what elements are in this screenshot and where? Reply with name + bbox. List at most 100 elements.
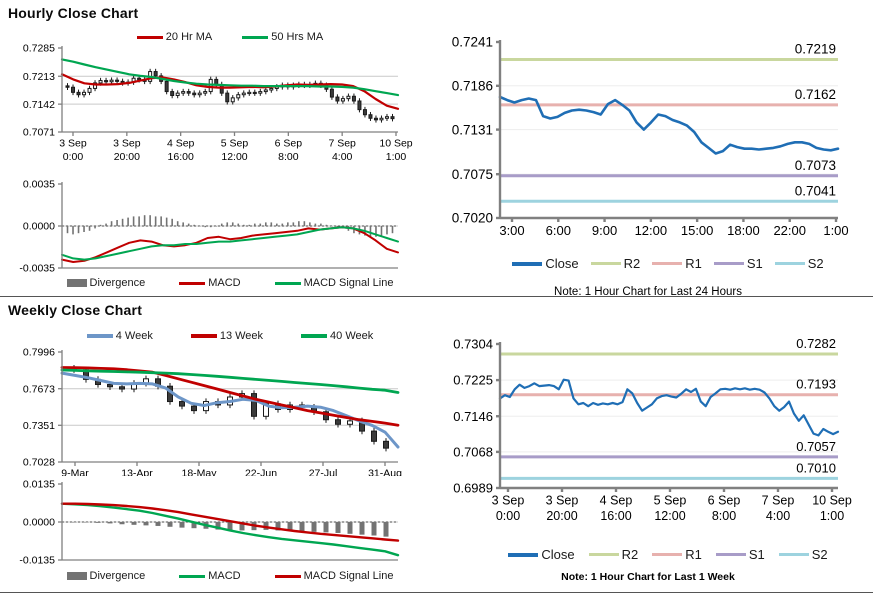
- svg-text:3 Sep: 3 Sep: [59, 138, 87, 150]
- legend-item-r1: R1: [652, 547, 702, 562]
- svg-text:12:00: 12:00: [635, 223, 668, 238]
- legend-item-s1: S1: [715, 547, 765, 562]
- section-divider: [0, 296, 873, 297]
- svg-text:15:00: 15:00: [681, 223, 714, 238]
- legend-label: 13 Week: [219, 330, 264, 342]
- hourly-section-title: Hourly Close Chart: [8, 5, 139, 21]
- svg-text:5 Sep: 5 Sep: [654, 494, 687, 508]
- legend-swatch-icon: [512, 261, 543, 266]
- svg-text:13-Apr: 13-Apr: [121, 468, 153, 477]
- svg-text:18-May: 18-May: [181, 468, 217, 477]
- svg-text:3 Sep: 3 Sep: [492, 494, 525, 508]
- svg-text:0.7225: 0.7225: [453, 373, 493, 388]
- legend-swatch-icon: [179, 574, 206, 578]
- svg-text:4 Sep: 4 Sep: [167, 138, 195, 150]
- svg-text:0.7131: 0.7131: [452, 122, 493, 137]
- svg-text:3:00: 3:00: [499, 223, 524, 238]
- legend-swatch-icon: [652, 262, 683, 265]
- legend-swatch-icon: [242, 35, 269, 39]
- legend-swatch-icon: [508, 552, 539, 557]
- weekly-price-legend: 4 Week 13 Week 40 Week: [62, 330, 398, 342]
- legend-swatch-icon: [190, 334, 217, 338]
- svg-text:0.0000: 0.0000: [23, 517, 55, 529]
- svg-text:0.7142: 0.7142: [23, 99, 55, 111]
- svg-text:0.7996: 0.7996: [23, 347, 55, 359]
- svg-text:18:00: 18:00: [727, 223, 760, 238]
- svg-text:12:00: 12:00: [654, 509, 685, 523]
- legend-swatch-icon: [274, 281, 301, 285]
- legend-item-macd-signal-line: MACD Signal Line: [274, 277, 393, 289]
- legend-item-50-hrs-ma: 50 Hrs MA: [242, 31, 323, 43]
- svg-text:0.7673: 0.7673: [23, 383, 55, 395]
- legend-label: S1: [746, 256, 763, 271]
- svg-text:16:00: 16:00: [168, 151, 194, 163]
- svg-text:0.0000: 0.0000: [23, 221, 55, 233]
- svg-text:10 Sep: 10 Sep: [812, 494, 852, 508]
- svg-text:16:00: 16:00: [600, 509, 631, 523]
- svg-text:6 Sep: 6 Sep: [708, 494, 741, 508]
- svg-text:-0.0135: -0.0135: [19, 555, 55, 567]
- svg-text:27-Jul: 27-Jul: [309, 468, 338, 477]
- hourly-pivot-plot: 0.7219 0.7162 0.7073 0.7041 0.7241 0.7186 0.71…: [452, 35, 849, 238]
- legend-swatch-icon: [588, 553, 619, 556]
- legend-label: 4 Week: [115, 330, 153, 342]
- svg-text:8:00: 8:00: [712, 509, 736, 523]
- svg-text:0.7041: 0.7041: [795, 183, 836, 198]
- legend-swatch-icon: [713, 262, 744, 265]
- legend-swatch-icon: [274, 574, 301, 578]
- weekly-section-title: Weekly Close Chart: [8, 302, 143, 318]
- legend-item-macd-signal-line: MACD Signal Line: [274, 570, 393, 582]
- legend-item-r2: R2: [590, 256, 641, 271]
- legend-item-macd: MACD: [179, 570, 241, 582]
- svg-text:0.7219: 0.7219: [795, 42, 836, 57]
- svg-text:7 Sep: 7 Sep: [762, 494, 795, 508]
- svg-text:0.7146: 0.7146: [453, 409, 493, 424]
- legend-item-close: Close: [508, 547, 575, 562]
- svg-text:9:00: 9:00: [592, 223, 617, 238]
- legend-swatch-icon: [179, 281, 206, 285]
- legend-swatch-icon: [715, 553, 746, 556]
- legend-swatch-icon: [590, 262, 621, 265]
- svg-text:0.7304: 0.7304: [453, 337, 493, 352]
- svg-text:0.6989: 0.6989: [453, 481, 493, 496]
- legend-label: 20 Hr MA: [165, 31, 213, 43]
- svg-text:4:00: 4:00: [766, 509, 790, 523]
- svg-text:4:00: 4:00: [332, 151, 353, 163]
- legend-item-close: Close: [512, 256, 579, 271]
- legend-swatch-icon: [86, 334, 113, 338]
- legend-swatch-icon: [66, 279, 87, 287]
- legend-swatch-icon: [136, 35, 163, 39]
- legend-label: R2: [623, 256, 641, 271]
- svg-text:8:00: 8:00: [278, 151, 299, 163]
- hourly-macd-legend: Divergence MACD MACD Signal Line: [62, 277, 398, 289]
- hourly-price-legend: 20 Hr MA 50 Hrs MA: [62, 31, 398, 43]
- svg-text:0.7213: 0.7213: [23, 71, 55, 83]
- svg-text:0.7241: 0.7241: [452, 35, 493, 50]
- legend-label: Close: [541, 547, 575, 562]
- weekly-price-plot: 0.7996 0.7673 0.7351 0.7028 9-Mar 13-Apr 18-Ma…: [23, 347, 402, 477]
- svg-text:3 Sep: 3 Sep: [113, 138, 141, 150]
- svg-text:0.7071: 0.7071: [23, 127, 55, 139]
- weekly-pivot-plot: 0.7282 0.7193 0.7057 0.7010 0.7304 0.7225 0.71…: [453, 336, 852, 523]
- svg-text:0.7068: 0.7068: [453, 444, 493, 459]
- legend-label: Close: [545, 256, 579, 271]
- legend-label: MACD: [208, 277, 241, 289]
- svg-text:1:00: 1:00: [823, 223, 848, 238]
- svg-text:12:00: 12:00: [221, 151, 247, 163]
- svg-text:9-Mar: 9-Mar: [61, 468, 89, 477]
- legend-item-20-hr-ma: 20 Hr MA: [136, 31, 213, 43]
- svg-text:1:00: 1:00: [386, 151, 407, 163]
- svg-text:20:00: 20:00: [546, 509, 577, 523]
- svg-text:0.0035: 0.0035: [23, 179, 55, 191]
- svg-text:0.7285: 0.7285: [23, 43, 55, 55]
- weekly-macd-legend: Divergence MACD MACD Signal Line: [62, 570, 398, 582]
- legend-label: S1: [748, 547, 765, 562]
- svg-text:20:00: 20:00: [114, 151, 140, 163]
- svg-text:0.0135: 0.0135: [23, 480, 55, 491]
- legend-label: R1: [685, 256, 702, 271]
- legend-label: R1: [685, 547, 702, 562]
- legend-label: Divergence: [89, 570, 146, 582]
- legend-swatch-icon: [652, 553, 683, 556]
- svg-text:6 Sep: 6 Sep: [275, 138, 303, 150]
- legend-swatch-icon: [66, 572, 87, 580]
